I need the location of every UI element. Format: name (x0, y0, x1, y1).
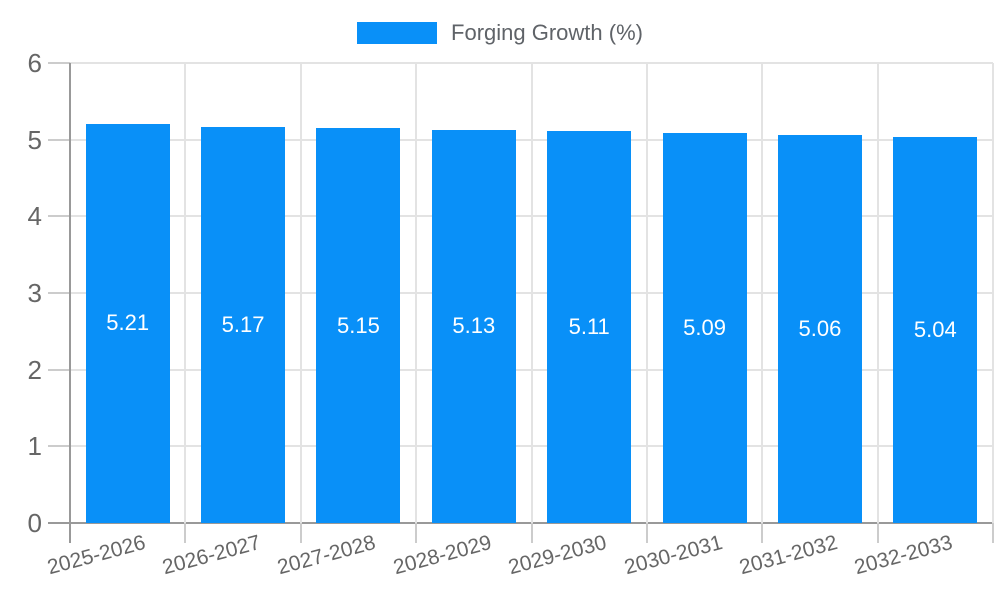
x-tick-mark (184, 523, 187, 543)
y-axis-tick-label: 5 (27, 124, 42, 155)
bar-2025-2026[interactable] (85, 123, 170, 523)
legend-label: Forging Growth (%) (451, 20, 643, 45)
bar-value-label: 5.09 (683, 314, 726, 340)
bar-value-label: 5.13 (452, 313, 496, 339)
bar-2028-2029[interactable] (431, 129, 516, 523)
y-tick-mark (48, 215, 70, 218)
x-tick-mark (530, 523, 533, 543)
x-gridline (645, 63, 648, 523)
bar-value-label: 5.06 (798, 316, 842, 342)
y-tick-mark (48, 445, 70, 448)
bar-value-label: 5.04 (913, 316, 957, 342)
bar-value-label: 5.11 (568, 314, 610, 340)
x-axis-line (48, 522, 993, 524)
x-tick-mark (992, 523, 994, 543)
bar-2026-2027[interactable] (201, 126, 286, 523)
bar-2027-2028[interactable] (316, 128, 401, 523)
y-tick-mark (48, 138, 70, 141)
bar-value-label: 5.17 (221, 311, 265, 337)
y-tick-mark (48, 62, 70, 64)
legend-swatch[interactable] (357, 22, 438, 44)
x-tick-mark (645, 523, 648, 543)
y-axis-tick-label: 1 (27, 431, 42, 462)
x-tick-mark (415, 523, 418, 543)
x-gridline (299, 63, 302, 523)
y-tick-mark (48, 368, 70, 371)
x-tick-mark (761, 523, 764, 543)
y-axis-tick-label: 6 (27, 48, 42, 78)
y-axis-line (69, 63, 71, 543)
bar-value-label: 5.15 (337, 312, 380, 338)
y-axis-tick-label: 0 (27, 508, 42, 538)
legend[interactable]: Forging Growth (%) (0, 20, 1000, 46)
bar-2031-2032[interactable] (777, 135, 862, 523)
y-axis-tick-label: 2 (27, 354, 42, 385)
y-axis-tick-label: 4 (27, 201, 42, 232)
bar-2032-2033[interactable] (893, 136, 978, 523)
x-gridline (184, 63, 187, 523)
x-gridline (992, 63, 994, 523)
y-axis-tick-label: 3 (27, 278, 42, 308)
x-gridline (876, 63, 879, 523)
x-gridline (530, 63, 533, 523)
x-gridline (415, 63, 418, 523)
x-tick-mark (876, 523, 879, 543)
x-tick-mark (299, 523, 302, 543)
bar-value-label: 5.21 (106, 310, 150, 336)
bar-2030-2031[interactable] (662, 132, 747, 523)
bar-2029-2030[interactable] (547, 131, 632, 523)
x-gridline (761, 63, 764, 523)
y-tick-mark (48, 292, 70, 294)
